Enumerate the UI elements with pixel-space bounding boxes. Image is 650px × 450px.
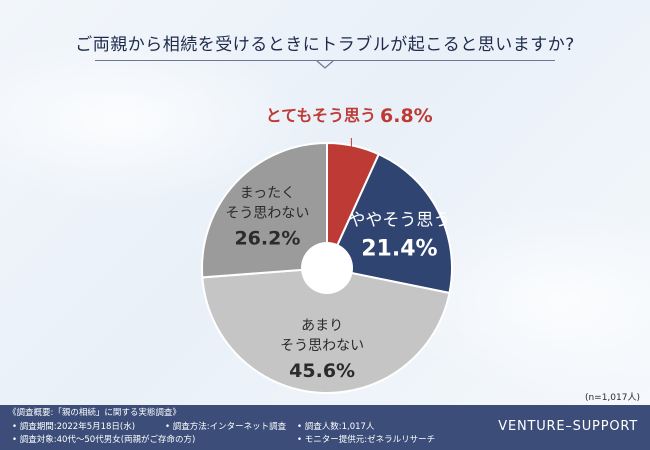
survey-title: 《調査概要:「親の相続」に関する実態調査》 (8, 408, 181, 418)
survey-target: • 調査対象:40代〜50代男女(両親がご存命の方) (12, 435, 196, 445)
label-very-likely: とてもそう思う 6.8% (266, 105, 433, 156)
slice-label: ややそう思う (348, 211, 450, 231)
slice-value: 45.6% (289, 360, 355, 382)
survey-period: • 調査期間:2022年5月18日(水) (12, 422, 136, 432)
survey-method: • 調査方法:インターネット調査 (165, 422, 287, 432)
title-divider (95, 60, 555, 61)
slice-not-at-all (201, 141, 328, 279)
slice-somewhat-likely (325, 152, 453, 295)
survey-footer: 《調査概要:「親の相続」に関する実態調査》 • 調査期間:2022年5月18日(… (0, 405, 650, 450)
survey-count: • 調査人数:1,017人 (297, 422, 375, 432)
slice-label: とてもそう思う (266, 106, 376, 125)
survey-provider: • モニター提供元:ゼネラルリサーチ (297, 435, 436, 445)
label-somewhat-likely: ややそう思う 21.4% (348, 211, 450, 262)
slice-label: あまり (301, 318, 343, 334)
slice-label: そう思わない (280, 338, 364, 354)
brand-logo: VENTURE–SUPPORT (498, 419, 638, 434)
slice-value: 6.8% (380, 105, 433, 127)
slice-somewhat-unlikely (201, 266, 451, 394)
slice-value: 21.4% (361, 237, 437, 262)
pie-chart: とてもそう思う 6.8%ややそう思う21.4%あまりそう思わない45.6%まったく… (201, 105, 453, 394)
sample-size-note: (n=1,017人) (584, 393, 640, 403)
chart-title: ご両親から相続を受けるときにトラブルが起こると思いますか? (75, 35, 575, 55)
slice-label: そう思わない (225, 205, 309, 221)
donut-hole (301, 242, 353, 294)
chevron-down-icon (316, 60, 334, 69)
slice-value: 26.2% (234, 227, 300, 249)
slice-label: まったく (240, 185, 295, 201)
